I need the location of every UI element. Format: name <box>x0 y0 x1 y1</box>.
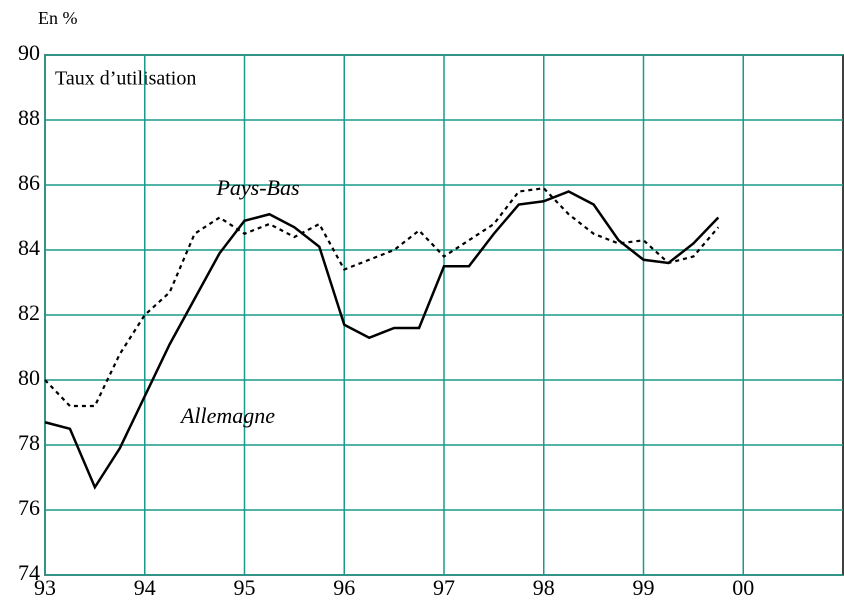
y-tick-label: 86 <box>18 170 40 195</box>
y-tick-label: 78 <box>18 430 40 455</box>
y-tick-label: 90 <box>18 40 40 65</box>
y-tick-label: 88 <box>18 105 40 130</box>
data-line <box>44 187 720 408</box>
y-tick-label: 76 <box>18 495 40 520</box>
x-tick-label: 00 <box>732 575 754 600</box>
x-tick-label: 97 <box>433 575 455 600</box>
x-tick-label: 93 <box>34 575 56 600</box>
x-tick-label: 96 <box>333 575 355 600</box>
unit-label: En % <box>38 8 78 28</box>
series-label: Pays-Bas <box>215 175 299 200</box>
y-tick-label: 80 <box>18 365 40 390</box>
y-tick-label: 82 <box>18 300 40 325</box>
x-tick-label: 94 <box>134 575 156 600</box>
y-tick-label: 84 <box>18 235 40 260</box>
data-line <box>44 190 720 490</box>
x-tick-label: 98 <box>533 575 555 600</box>
y-tick-label: 74 <box>18 560 40 585</box>
chart-title: Taux d’utilisation <box>55 68 196 90</box>
x-tick-label: 99 <box>633 575 655 600</box>
x-tick-label: 95 <box>234 575 256 600</box>
series-label: Allemagne <box>179 403 275 428</box>
